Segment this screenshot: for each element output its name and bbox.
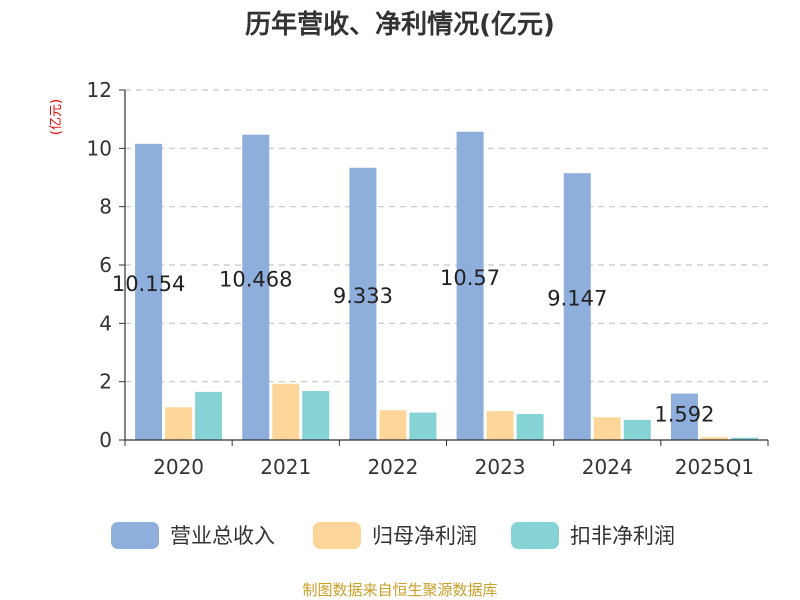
bar-2020-1 xyxy=(135,143,163,440)
x-category-label: 2020 xyxy=(153,455,204,479)
axes xyxy=(124,90,769,446)
bars xyxy=(135,131,758,441)
data-label-2020: 10.154 xyxy=(112,272,185,296)
x-axis-categories: 2020 2021 2022 2023 2024 2025Q1 xyxy=(153,455,754,479)
data-label-2022: 9.333 xyxy=(333,284,393,308)
y-tick-label: 12 xyxy=(87,78,112,102)
bar-2021-2 xyxy=(272,383,300,440)
bar-2025Q1-3 xyxy=(730,437,758,440)
data-labels: 10.154 10.468 9.333 10.57 9.147 1.592 xyxy=(112,266,715,427)
bar-2020-3 xyxy=(195,391,223,440)
legend-label-3: 扣非净利润 xyxy=(570,524,675,548)
legend-label-2: 归母净利润 xyxy=(372,524,477,548)
legend[interactable]: 营业总收入 归母净利润 扣非净利润 xyxy=(111,522,675,549)
grid-lines xyxy=(125,89,768,383)
y-tick-label: 4 xyxy=(99,311,112,335)
bar-2024-3 xyxy=(623,419,651,440)
chart-title: 历年营收、净利情况(亿元) xyxy=(245,9,555,40)
bar-2025Q1-2 xyxy=(700,437,728,440)
x-category-label: 2021 xyxy=(260,455,311,479)
bar-2020-2 xyxy=(165,407,193,440)
bar-2022-2 xyxy=(379,410,407,440)
y-tick-label: 2 xyxy=(99,370,112,394)
data-label-2024: 9.147 xyxy=(547,287,607,311)
y-tick-label: 8 xyxy=(99,195,112,219)
legend-swatch-3 xyxy=(511,522,559,549)
y-tick-label: 10 xyxy=(87,136,112,160)
x-category-label: 2025Q1 xyxy=(675,455,754,479)
data-label-2023: 10.57 xyxy=(440,266,500,290)
x-category-label: 2024 xyxy=(582,455,633,479)
legend-label-1: 营业总收入 xyxy=(170,524,275,548)
bar-2021-3 xyxy=(302,391,330,440)
bar-2022-1 xyxy=(349,167,377,440)
bar-2023-3 xyxy=(516,414,544,440)
data-label-2025Q1: 1.592 xyxy=(654,403,714,427)
legend-swatch-2 xyxy=(313,522,361,549)
bar-2024-2 xyxy=(593,417,621,440)
x-category-label: 2022 xyxy=(367,455,418,479)
y-tick-label: 0 xyxy=(99,428,112,452)
y-tick-label: 6 xyxy=(99,253,112,277)
bar-2023-1 xyxy=(456,131,484,441)
legend-swatch-1 xyxy=(111,522,159,549)
y-axis-ticks: 0 2 4 6 8 10 12 xyxy=(87,78,125,452)
bar-2021-1 xyxy=(242,134,270,440)
bar-2022-3 xyxy=(409,412,437,440)
source-note: 制图数据来自恒生聚源数据库 xyxy=(302,581,497,599)
x-category-label: 2023 xyxy=(475,455,526,479)
bar-2023-2 xyxy=(486,411,514,440)
bar-2024-1 xyxy=(563,173,591,440)
y-axis-unit: (亿元) xyxy=(49,99,64,135)
bar-2025Q1-1 xyxy=(670,393,698,440)
data-label-2021: 10.468 xyxy=(219,267,292,291)
